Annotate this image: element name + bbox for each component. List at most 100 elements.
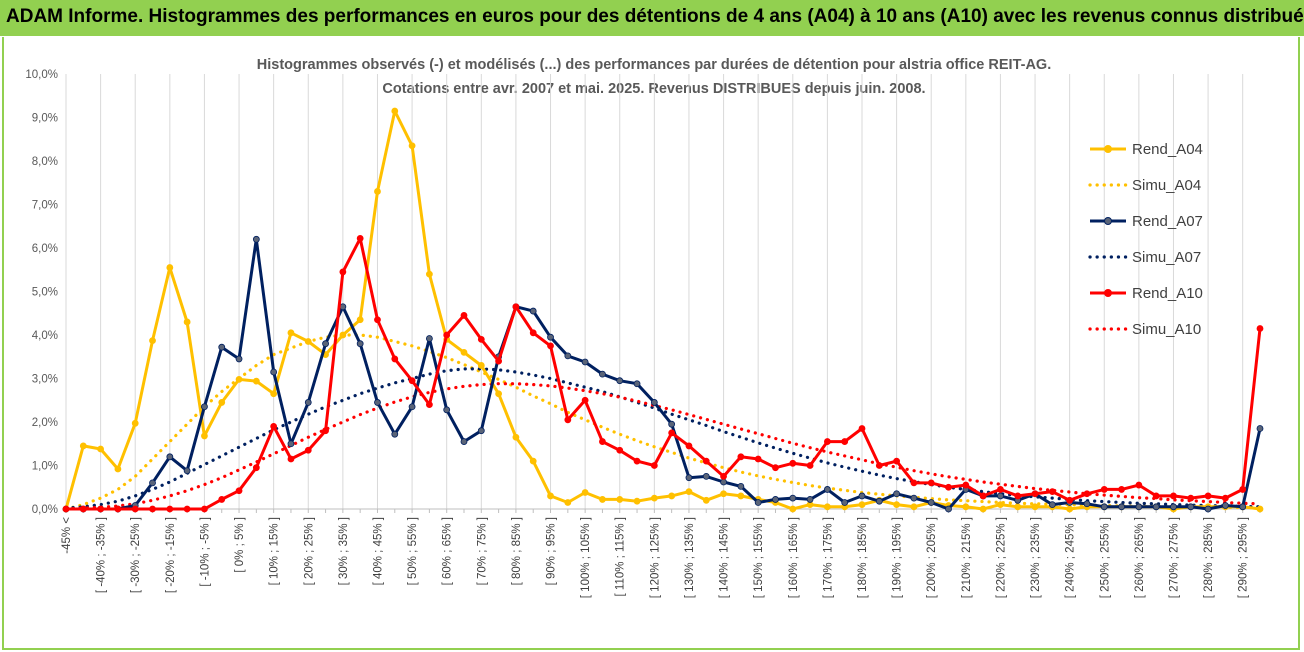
- data-point: [1187, 503, 1195, 511]
- data-point: [304, 446, 312, 454]
- data-point: [149, 505, 156, 513]
- x-tick-label: [ 40% ; 45% ]: [372, 517, 384, 585]
- data-point: [945, 483, 952, 491]
- data-point: [633, 380, 641, 388]
- data-point: [460, 348, 468, 356]
- x-tick-label: [ -30% ; -25% ]: [130, 517, 142, 593]
- data-point: [893, 501, 901, 509]
- data-point: [1014, 503, 1022, 511]
- x-tick-label: [ 180% ; 185% ]: [857, 517, 869, 598]
- legend-item: Simu_A04: [1088, 177, 1201, 194]
- data-point: [166, 453, 174, 461]
- x-tick-label: [ 160% ; 165% ]: [788, 517, 800, 598]
- data-point: [1152, 492, 1160, 500]
- title-banner: ADAM Informe. Histogrammes des performan…: [0, 0, 1304, 36]
- x-tick-label: [ 240% ; 245% ]: [1065, 517, 1077, 598]
- data-point: [1118, 503, 1125, 511]
- data-point: [772, 464, 779, 472]
- legend-label: Simu_A10: [1132, 321, 1201, 338]
- data-point: [685, 488, 693, 496]
- data-point: [425, 335, 433, 342]
- data-point: [962, 481, 970, 489]
- data-point: [149, 337, 156, 345]
- data-point: [252, 464, 260, 472]
- data-point: [339, 331, 347, 339]
- legend-item: Rend_A10: [1090, 285, 1203, 302]
- data-point: [79, 442, 87, 450]
- data-point: [460, 438, 468, 445]
- y-tick-label: 9,0%: [32, 113, 58, 125]
- x-tick-label: [ 140% ; 145% ]: [719, 517, 731, 598]
- legend-label: Simu_A07: [1132, 249, 1201, 266]
- legend-item: Rend_A07: [1090, 213, 1203, 230]
- data-point: [806, 496, 814, 503]
- data-point: [183, 318, 191, 326]
- data-point: [218, 399, 226, 406]
- data-point: [97, 505, 105, 513]
- data-point: [754, 499, 762, 506]
- data-point: [252, 377, 260, 385]
- x-tick-label: [ 250% ; 255% ]: [1099, 517, 1111, 598]
- data-point: [1083, 500, 1091, 508]
- data-point: [529, 457, 537, 465]
- data-point: [650, 462, 658, 469]
- data-point: [823, 438, 831, 445]
- data-point: [374, 188, 381, 195]
- chart-title: Histogrammes observés (-) et modélisés (…: [257, 57, 1051, 73]
- data-point: [893, 490, 901, 498]
- data-point: [131, 419, 139, 427]
- x-tick-label: [ 230% ; 235% ]: [1030, 517, 1042, 598]
- data-point: [841, 499, 849, 506]
- data-point: [322, 340, 329, 348]
- data-point: [581, 396, 589, 404]
- data-point: [858, 425, 866, 432]
- data-point: [997, 501, 1004, 509]
- chart: Histogrammes observés (-) et modélisés (…: [25, 57, 1264, 598]
- data-point: [391, 430, 399, 438]
- x-tick-label: [ 100% ; 105% ]: [580, 517, 592, 598]
- data-point: [910, 479, 918, 487]
- data-point: [702, 496, 710, 504]
- series-Rend_A04: [62, 107, 1264, 513]
- page-title: ADAM Informe. Histogrammes des performan…: [6, 6, 1304, 27]
- data-point: [235, 375, 243, 383]
- data-point: [322, 427, 329, 435]
- data-point: [356, 340, 364, 348]
- data-point: [1100, 486, 1108, 493]
- data-point: [616, 377, 624, 385]
- data-point: [616, 496, 624, 503]
- data-point: [875, 462, 883, 469]
- data-point: [1187, 494, 1195, 502]
- data-point: [201, 505, 208, 513]
- series-line: [64, 367, 1262, 510]
- x-tick-label: [ 70% ; 75% ]: [476, 517, 488, 585]
- data-point: [789, 494, 797, 502]
- data-point: [841, 438, 849, 445]
- data-point: [166, 264, 174, 271]
- data-point: [720, 490, 727, 498]
- data-point: [374, 399, 381, 406]
- data-point: [650, 399, 658, 406]
- data-point: [1239, 503, 1247, 511]
- data-point: [287, 329, 295, 337]
- data-point: [720, 478, 727, 486]
- data-point: [633, 497, 641, 505]
- data-point: [1031, 503, 1039, 511]
- data-point: [720, 472, 727, 480]
- x-tick-label: [ 150% ; 155% ]: [753, 517, 765, 598]
- data-point: [685, 442, 693, 450]
- legend-label: Rend_A04: [1132, 141, 1203, 158]
- data-point: [1083, 490, 1091, 498]
- x-tick-label: [ 290% ; 295% ]: [1238, 517, 1250, 598]
- data-point: [547, 492, 554, 500]
- y-axis-labels: 0,0% 1,0% 2,0% 3,0% 4,0% 5,0% 6,0% 7,0% 8,0% 9,0%…: [25, 69, 58, 516]
- x-tick-label: [ 130% ; 135% ]: [684, 517, 696, 598]
- data-point: [201, 403, 208, 411]
- legend-item: Rend_A04: [1090, 141, 1203, 158]
- data-point: [1135, 481, 1143, 489]
- legend-label: Rend_A07: [1132, 213, 1203, 230]
- data-point: [650, 494, 658, 502]
- data-point: [806, 462, 814, 469]
- data-point: [1066, 505, 1074, 513]
- data-point: [495, 357, 503, 365]
